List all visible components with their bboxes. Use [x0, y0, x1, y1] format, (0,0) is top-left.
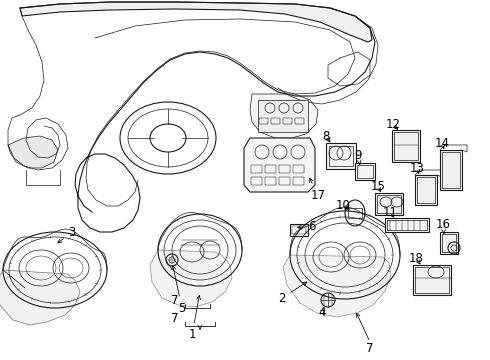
Bar	[417, 177, 435, 203]
Text: 18: 18	[409, 252, 423, 265]
Bar	[415, 267, 449, 293]
Bar	[394, 132, 418, 160]
Text: 17: 17	[310, 178, 325, 202]
Text: 5: 5	[172, 266, 186, 315]
Bar	[392, 130, 420, 162]
Bar	[265, 177, 276, 185]
Polygon shape	[20, 2, 372, 42]
Bar	[292, 226, 306, 234]
Bar	[357, 165, 373, 178]
Bar	[279, 165, 290, 173]
Text: 10: 10	[336, 198, 350, 212]
Bar	[415, 175, 437, 205]
Text: 1: 1	[188, 296, 200, 342]
Bar	[258, 100, 308, 132]
Polygon shape	[8, 136, 58, 168]
Text: 12: 12	[386, 117, 400, 131]
Text: 11: 11	[383, 206, 397, 219]
Bar	[387, 220, 427, 230]
Bar	[442, 152, 460, 188]
Bar	[375, 193, 403, 215]
Polygon shape	[283, 255, 391, 317]
Text: 14: 14	[435, 136, 449, 149]
Text: 9: 9	[354, 149, 362, 165]
Bar	[329, 146, 353, 166]
Bar	[290, 224, 308, 236]
Text: 13: 13	[410, 162, 424, 175]
Text: 3: 3	[58, 225, 75, 243]
Bar	[251, 177, 262, 185]
Text: 7: 7	[366, 342, 374, 355]
Bar	[259, 118, 268, 124]
Text: 15: 15	[370, 180, 386, 193]
Bar	[279, 177, 290, 185]
Text: 16: 16	[436, 217, 450, 233]
Bar	[355, 163, 375, 180]
Bar	[440, 232, 458, 254]
Bar	[413, 265, 451, 295]
Bar	[293, 177, 304, 185]
Polygon shape	[244, 138, 315, 192]
Bar	[385, 218, 429, 232]
Bar	[377, 195, 401, 213]
Polygon shape	[0, 270, 80, 325]
Bar	[271, 118, 280, 124]
Bar	[265, 165, 276, 173]
Bar	[440, 150, 462, 190]
Bar	[326, 143, 356, 169]
Text: 2: 2	[278, 282, 307, 305]
Bar	[251, 165, 262, 173]
Polygon shape	[250, 94, 318, 138]
Bar	[442, 234, 456, 252]
Text: 8: 8	[322, 130, 330, 143]
Bar	[293, 165, 304, 173]
Text: 4: 4	[318, 306, 326, 319]
Text: 7: 7	[171, 311, 179, 324]
Bar	[283, 118, 292, 124]
Polygon shape	[150, 250, 232, 307]
Text: 6: 6	[297, 220, 316, 233]
Text: 7: 7	[171, 293, 179, 306]
Bar	[295, 118, 304, 124]
Bar	[348, 208, 362, 218]
